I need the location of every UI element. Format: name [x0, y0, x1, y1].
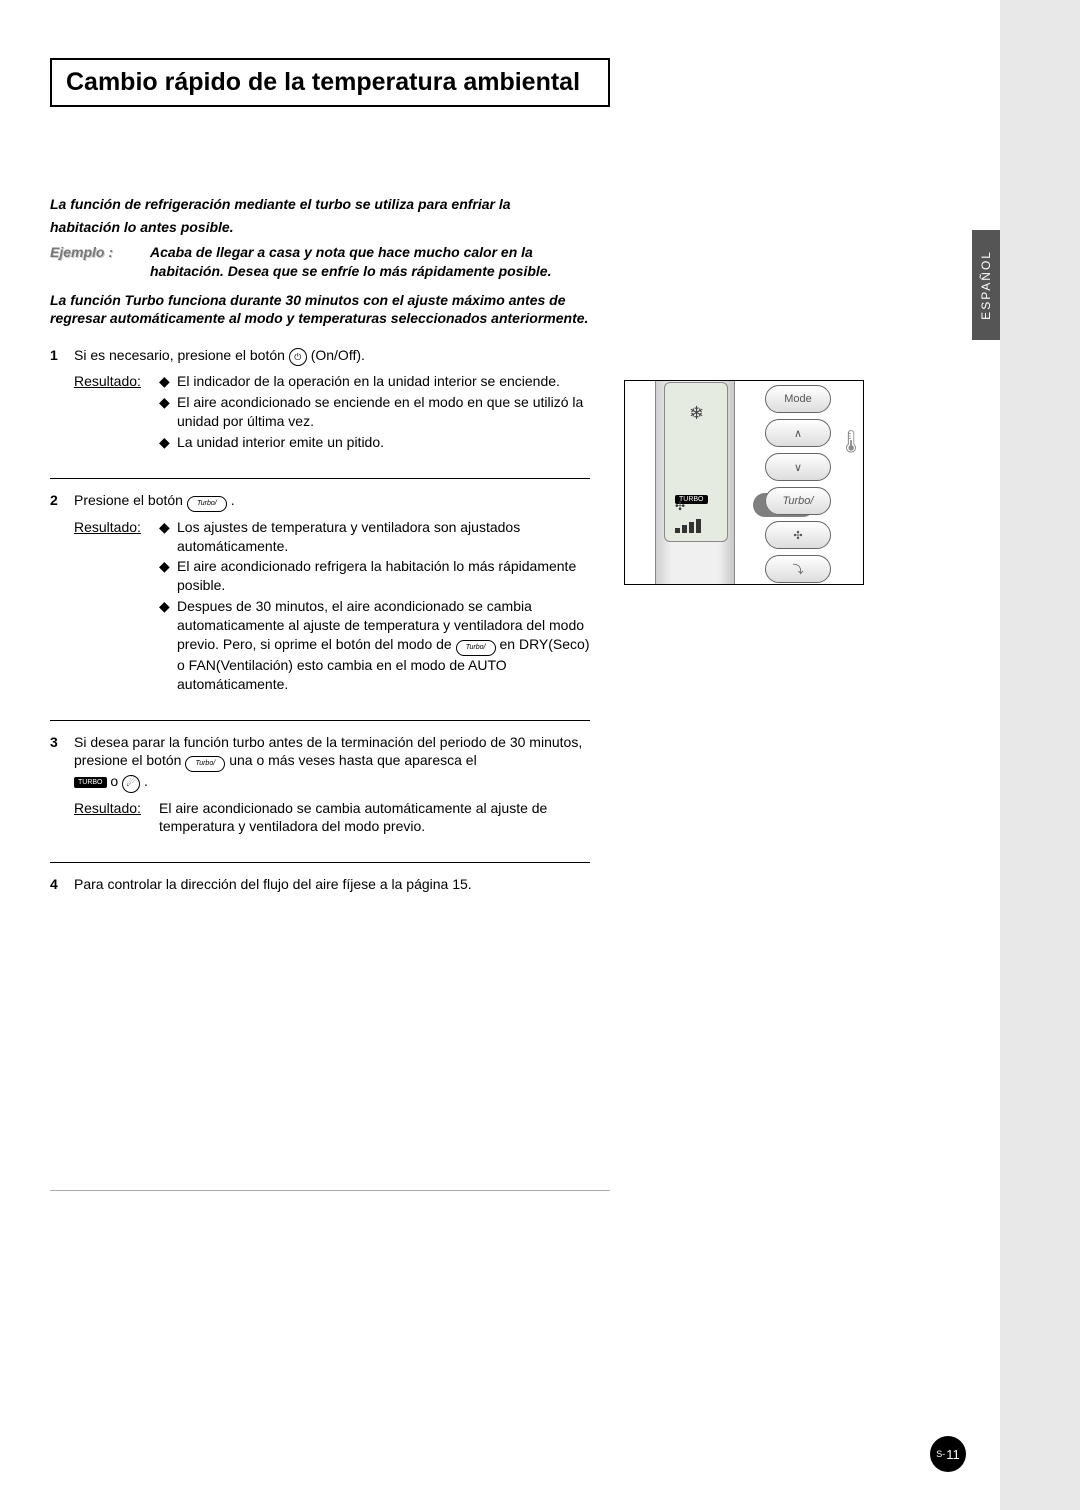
note-text: La función Turbo funciona durante 30 min… — [50, 291, 590, 329]
result-row: Resultado: ◆Los ajustes de temperatura y… — [74, 518, 590, 696]
list-item: ◆La unidad interior emite un pitido. — [159, 433, 590, 452]
divider — [50, 862, 590, 863]
step-body: Si desea parar la función turbo antes de… — [74, 733, 590, 839]
page-prefix: S- — [936, 1449, 945, 1459]
turbo-button-icon: Turbo/ — [185, 756, 225, 772]
result-list: ◆El indicador de la operación en la unid… — [159, 372, 590, 454]
step-number: 2 — [50, 491, 74, 696]
fan-button[interactable]: ✣ — [765, 521, 831, 549]
page-number: 11 — [946, 1447, 960, 1462]
page-number-badge: S-11 — [930, 1436, 966, 1472]
step-body: Presione el botón Turbo/ . Resultado: ◆L… — [74, 491, 590, 696]
step-body: Para controlar la dirección del flujo de… — [74, 875, 590, 894]
step-body: Si es necesario, presione el botón ⏻ (On… — [74, 346, 590, 454]
step-3-or: o — [110, 773, 122, 789]
step-4: 4 Para controlar la dirección del flujo … — [50, 875, 590, 894]
onoff-icon: ⏻ — [289, 348, 307, 366]
fan-icon: ✣ — [675, 499, 685, 513]
divider — [50, 478, 590, 479]
temp-up-button[interactable]: ∧ — [765, 419, 831, 447]
step-2: 2 Presione el botón Turbo/ . Resultado: … — [50, 491, 590, 696]
turbo-button[interactable]: Turbo/ — [765, 487, 831, 515]
step-1-pre: Si es necesario, presione el botón — [74, 347, 289, 363]
bottom-rule — [50, 1190, 610, 1191]
result-list: El aire acondicionado se cambia automáti… — [159, 799, 590, 839]
swing-icon: ⤵ — [793, 561, 804, 577]
remote-illustration: ❄ TURBO ✣ Mode ∧ ∨ Turbo/ ✣ ⤵ 🌡 — [624, 380, 864, 585]
step-3-mid: una o más veses hasta que aparesca el — [229, 752, 477, 768]
turbo-button-icon: Turbo/ — [456, 640, 496, 656]
fan-icon: ✣ — [793, 529, 802, 542]
divider — [50, 720, 590, 721]
turbo-badge-icon: TURBO — [74, 777, 107, 788]
bullet-icon: ◆ — [159, 557, 177, 595]
bullet-icon: ◆ — [159, 372, 177, 391]
page: Cambio rápido de la temperatura ambienta… — [0, 0, 1000, 1510]
result-row: Resultado: ◆El indicador de la operación… — [74, 372, 590, 454]
step-number: 4 — [50, 875, 74, 894]
bullet-icon: ◆ — [159, 518, 177, 556]
swirl-icon: ☄ — [122, 775, 140, 793]
title-band: Cambio rápido de la temperatura ambienta… — [50, 58, 610, 107]
list-item: ◆Despues de 30 minutos, el aire acondici… — [159, 597, 590, 693]
example-text: Acaba de llegar a casa y nota que hace m… — [150, 243, 590, 281]
content: La función de refrigeración mediante el … — [50, 195, 590, 894]
intro-line-1: La función de refrigeración mediante el … — [50, 195, 590, 214]
chevron-down-icon: ∨ — [794, 461, 802, 474]
page-title: Cambio rápido de la temperatura ambienta… — [66, 68, 594, 97]
list-item: ◆El indicador de la operación en la unid… — [159, 372, 590, 391]
signal-bars-icon — [675, 519, 701, 533]
list-item: ◆El aire acondicionado refrigera la habi… — [159, 557, 590, 595]
language-label: ESPAÑOL — [979, 250, 993, 320]
intro-line-2: habitación lo antes posible. — [50, 218, 590, 237]
remote-lcd: ❄ TURBO ✣ — [664, 382, 728, 542]
thermometer-icon: 🌡 — [837, 429, 864, 455]
list-item: El aire acondicionado se cambia automáti… — [159, 799, 590, 837]
step-1: 1 Si es necesario, presione el botón ⏻ (… — [50, 346, 590, 454]
chevron-up-icon: ∧ — [794, 427, 802, 440]
bullet-icon: ◆ — [159, 597, 177, 693]
bullet-icon: ◆ — [159, 393, 177, 431]
list-item: ◆El aire acondicionado se enciende en el… — [159, 393, 590, 431]
step-3-post: . — [144, 773, 148, 789]
step-number: 1 — [50, 346, 74, 454]
swing-button[interactable]: ⤵ — [765, 555, 831, 583]
snowflake-icon: ❄ — [689, 403, 704, 424]
list-item: ◆Los ajustes de temperatura y ventilador… — [159, 518, 590, 556]
result-label: Resultado: — [74, 372, 159, 454]
remote-body: ❄ TURBO ✣ — [655, 380, 735, 585]
example-label: Ejemplo : — [50, 243, 150, 281]
bullet-icon: ◆ — [159, 433, 177, 452]
example-row: Ejemplo : Acaba de llegar a casa y nota … — [50, 243, 590, 281]
step-4-text: Para controlar la dirección del flujo de… — [74, 876, 472, 892]
temp-down-button[interactable]: ∨ — [765, 453, 831, 481]
step-2-post: . — [231, 492, 235, 508]
mode-button[interactable]: Mode — [765, 385, 831, 413]
result-list: ◆Los ajustes de temperatura y ventilador… — [159, 518, 590, 696]
language-tab: ESPAÑOL — [972, 230, 1000, 340]
step-1-post: (On/Off). — [311, 347, 365, 363]
result-row: Resultado: El aire acondicionado se camb… — [74, 799, 590, 839]
result-label: Resultado: — [74, 799, 159, 839]
remote-buttons: Mode ∧ ∨ Turbo/ ✣ ⤵ — [765, 385, 835, 585]
step-3: 3 Si desea parar la función turbo antes … — [50, 733, 590, 839]
step-number: 3 — [50, 733, 74, 839]
intro-block: La función de refrigeración mediante el … — [50, 195, 590, 237]
turbo-button-icon: Turbo/ — [187, 496, 227, 512]
step-2-pre: Presione el botón — [74, 492, 187, 508]
result-label: Resultado: — [74, 518, 159, 696]
